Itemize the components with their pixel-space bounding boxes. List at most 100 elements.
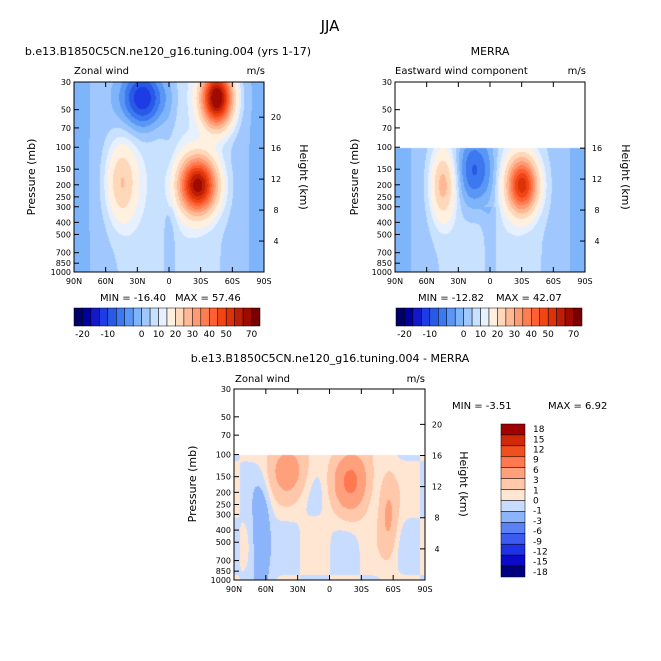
x-tick-label: 30N [290, 585, 306, 594]
y-tick-label: 400 [377, 218, 392, 227]
colorbar-label: 70 [246, 330, 258, 340]
y-tick-label: 250 [377, 193, 392, 202]
y-right-tick-label: 4 [594, 237, 599, 246]
colorbar-box [192, 307, 202, 327]
colorbar-box [500, 554, 526, 567]
colorbar-box [132, 307, 142, 327]
y-tick-label: 100 [377, 143, 392, 152]
colorbar-box [471, 307, 481, 327]
colorbar-label: 20 [170, 330, 182, 340]
y-tick-label: 100 [216, 451, 231, 460]
colorbar-box [149, 307, 159, 327]
colorbar-box [412, 307, 422, 327]
colorbar-label: -3 [533, 517, 542, 527]
colorbar-label: 9 [533, 456, 539, 466]
colorbar-label: 30 [509, 330, 521, 340]
panel-merra-colorbar: -20 -10 0 10 20 30 40 50 70 [395, 307, 583, 340]
colorbar-label: 50 [220, 330, 232, 340]
x-tick-label: 60S [225, 277, 240, 286]
y-tick-label: 700 [216, 557, 231, 566]
colorbar-box [234, 307, 244, 327]
colorbar-box [446, 307, 456, 327]
panel-model-max: MAX = 57.46 [175, 293, 241, 304]
colorbar-box [99, 307, 109, 327]
panel-model: b.e13.B1850C5CN.ne120_g16.tuning.004 (yr… [25, 45, 311, 340]
colorbar-label: -15 [533, 558, 548, 568]
colorbar-label: -10 [422, 330, 437, 340]
x-tick-label: 90N [387, 277, 403, 286]
y-tick-label: 200 [56, 181, 71, 190]
y-tick-label: 100 [56, 143, 71, 152]
y-right-tick-label: 12 [432, 483, 442, 492]
colorbar-box [124, 307, 134, 327]
colorbar-box [454, 307, 464, 327]
panel-merra: MERRA Eastward wind component m/s Pressu… [348, 45, 632, 340]
colorbar-box [497, 307, 507, 327]
panel-model-units: m/s [247, 66, 265, 77]
y-tick-label: 150 [377, 165, 392, 174]
panel-model-min: MIN = -16.40 [100, 293, 166, 304]
panel-difference-field [234, 389, 425, 580]
y-tick-label: 30 [221, 385, 231, 394]
panel-difference-title: b.e13.B1850C5CN.ne120_g16.tuning.004 - M… [191, 352, 470, 365]
panel-difference-left-label: Zonal wind [235, 374, 290, 385]
y-tick-label: 50 [221, 413, 231, 422]
colorbar-box [225, 307, 235, 327]
y-tick-label: 400 [56, 218, 71, 227]
colorbar-label: -6 [533, 527, 542, 537]
x-tick-label: 60S [546, 277, 561, 286]
colorbar-box [573, 307, 583, 327]
panel-merra-left-label: Eastward wind component [395, 66, 528, 77]
y-tick-label: 500 [56, 230, 71, 239]
x-tick-label: 30S [514, 277, 529, 286]
panel-difference-plot: 90N 60N 30N 0 30S 60S 90S 30 50 70 100 150 200 250300… [211, 385, 442, 594]
y-right-tick-label: 20 [432, 420, 442, 429]
colorbar-box [547, 307, 557, 327]
y-tick-label: 250 [56, 193, 71, 202]
panel-model-title: b.e13.B1850C5CN.ne120_g16.tuning.004 (yr… [25, 45, 311, 58]
colorbar-box [175, 307, 185, 327]
x-tick-label: 0 [327, 585, 332, 594]
x-tick-label: 90N [226, 585, 242, 594]
colorbar-label: 30 [187, 330, 199, 340]
x-tick-label: 0 [487, 277, 492, 286]
y-tick-label: 700 [377, 249, 392, 258]
colorbar-label: -10 [100, 330, 115, 340]
y-tick-label: 50 [382, 106, 392, 115]
y-tick-label: 50 [61, 106, 71, 115]
colorbar-box [395, 307, 405, 327]
panel-merra-title: MERRA [471, 45, 510, 58]
colorbar-box [500, 522, 526, 534]
colorbar-box [480, 307, 490, 327]
panel-difference: b.e13.B1850C5CN.ne120_g16.tuning.004 - M… [186, 352, 607, 594]
colorbar-box [90, 307, 100, 327]
colorbar-box [421, 307, 431, 327]
colorbar-box [438, 307, 447, 327]
colorbar-label: -1 [533, 507, 542, 517]
y-tick-label: 1000 [51, 268, 71, 277]
x-tick-label: 60N [258, 585, 274, 594]
y-tick-label: 1000 [211, 576, 231, 585]
x-tick-label: 0 [166, 277, 171, 286]
colorbar-label: 50 [542, 330, 554, 340]
colorbar-box [500, 533, 526, 545]
colorbar-box [217, 307, 227, 327]
y-tick-label: 150 [56, 165, 71, 174]
colorbar-box [505, 307, 515, 327]
y-tick-label: 150 [216, 473, 231, 482]
colorbar-box [514, 307, 524, 327]
panel-difference-units: m/s [407, 374, 425, 385]
colorbar-box [531, 307, 540, 327]
y-tick-label: 70 [382, 124, 392, 133]
colorbar-box [116, 307, 125, 327]
y-tick-label: 250 [216, 500, 231, 509]
x-tick-label: 30N [129, 277, 145, 286]
colorbar-box [404, 307, 414, 327]
panel-model-plot: 90N 60N 30N 0 30S 60S 90S 30 50 70 100 150 200 250300… [51, 78, 281, 286]
y-tick-label: 200 [377, 181, 392, 190]
colorbar-box [500, 478, 526, 490]
colorbar-box [429, 307, 439, 327]
x-tick-label: 90S [256, 277, 271, 286]
panel-difference-ylabel: Pressure (mb) [186, 446, 199, 523]
y-right-tick-label: 20 [271, 113, 281, 122]
